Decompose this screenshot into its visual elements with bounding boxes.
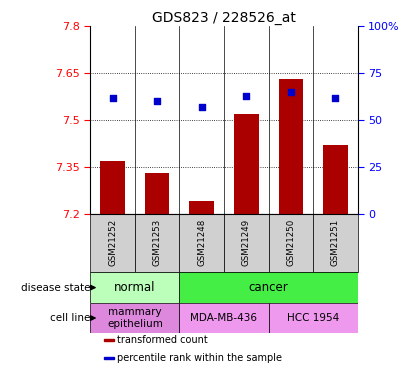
- Bar: [90, 214, 135, 272]
- Bar: [180, 303, 268, 333]
- Text: cell line: cell line: [50, 313, 90, 323]
- Bar: [90, 272, 180, 303]
- Text: GSM21250: GSM21250: [286, 218, 295, 266]
- Bar: [145, 173, 169, 214]
- Bar: [90, 303, 180, 333]
- Text: mammary
epithelium: mammary epithelium: [107, 307, 163, 329]
- Text: HCC 1954: HCC 1954: [287, 313, 339, 323]
- Bar: [313, 214, 358, 272]
- Bar: [268, 303, 358, 333]
- Point: [287, 89, 294, 95]
- Bar: [323, 145, 348, 214]
- Text: normal: normal: [114, 281, 156, 294]
- Text: GSM21252: GSM21252: [108, 218, 117, 266]
- Text: disease state: disease state: [21, 283, 90, 292]
- Text: GSM21251: GSM21251: [331, 218, 340, 266]
- Point: [243, 93, 249, 99]
- Text: GSM21248: GSM21248: [197, 218, 206, 266]
- Point: [199, 104, 205, 110]
- Bar: [180, 214, 224, 272]
- Bar: [135, 214, 180, 272]
- Bar: [234, 114, 259, 214]
- Bar: [224, 214, 268, 272]
- Bar: [279, 80, 303, 214]
- Text: cancer: cancer: [249, 281, 289, 294]
- Text: GSM21253: GSM21253: [153, 218, 162, 266]
- Point: [109, 94, 116, 100]
- Bar: [104, 339, 114, 341]
- Bar: [268, 214, 313, 272]
- Text: GSM21249: GSM21249: [242, 218, 251, 266]
- Bar: [104, 357, 114, 358]
- Point: [154, 98, 161, 104]
- Point: [332, 94, 339, 100]
- Bar: [180, 272, 358, 303]
- Text: percentile rank within the sample: percentile rank within the sample: [117, 352, 282, 363]
- Bar: [189, 201, 214, 214]
- Bar: [100, 160, 125, 214]
- Title: GDS823 / 228526_at: GDS823 / 228526_at: [152, 11, 296, 25]
- Text: transformed count: transformed count: [117, 335, 208, 345]
- Text: MDA-MB-436: MDA-MB-436: [190, 313, 258, 323]
